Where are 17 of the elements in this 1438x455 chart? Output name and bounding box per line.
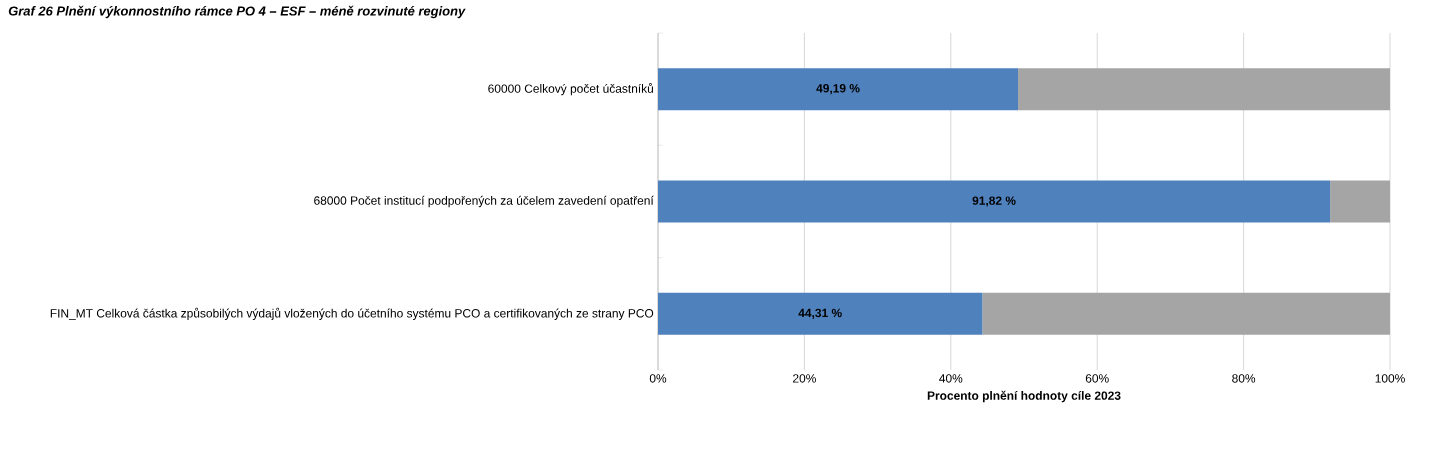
bar: [658, 180, 1331, 223]
data-label: 49,19 %: [816, 84, 860, 95]
y-tick-label: FIN_MT Celková částka způsobilých výdajů vložených do účetního systému PCO a certifikovaných ze strany PCO: [50, 307, 654, 320]
x-tick-label: 0%: [649, 374, 667, 383]
x-axis-title: Procento plnění hodnoty cíle 2023: [927, 390, 1121, 403]
y-tick-label: 60000 Celkový počet účastníků: [488, 83, 653, 96]
bar: [658, 68, 1019, 111]
x-tick-label: 40%: [939, 374, 963, 383]
x-tick-label: 20%: [793, 374, 816, 383]
y-tick-label: 68000 Počet institucí podpořených za účelem zavedení opatření: [314, 195, 654, 208]
data-label: 44,31 %: [798, 308, 842, 319]
x-tick-label: 60%: [1085, 374, 1109, 383]
x-tick-label: 80%: [1232, 374, 1256, 383]
text: Graf 26 Plnění výkonnostního rámce PO 4 – ESF – méně rozvinuté regiony: [8, 5, 466, 19]
bar: [658, 292, 983, 335]
x-tick-label: 100%: [1375, 374, 1405, 383]
data-label: 91,82 %: [972, 196, 1016, 207]
